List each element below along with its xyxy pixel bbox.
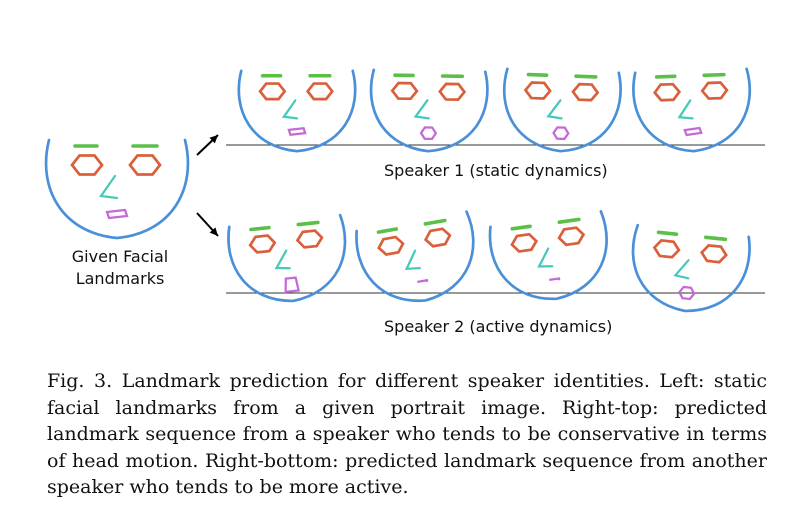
eyebrow-right [574, 74, 598, 79]
face-outline [488, 210, 608, 301]
face-outline [369, 68, 489, 153]
eye-right [305, 82, 334, 101]
given-label-line2: Landmarks [75, 269, 165, 288]
eye-left [390, 81, 419, 101]
eye-right [295, 229, 324, 249]
mouth [678, 285, 696, 301]
face-landmarks [369, 68, 489, 153]
mouth [417, 278, 429, 284]
speaker1-label: Speaker 1 (static dynamics) [384, 161, 608, 180]
nose [274, 249, 291, 270]
eyebrow-right [296, 220, 320, 227]
arrow-to-speaker1 [196, 134, 219, 156]
eye-right [438, 82, 467, 101]
eye-right [700, 243, 728, 264]
mouth [552, 126, 570, 141]
mouth [549, 277, 561, 282]
face-outline [502, 67, 622, 153]
eyebrow-left [376, 227, 399, 234]
eyebrow-right [557, 217, 581, 224]
eyebrow-left [656, 230, 679, 236]
eye-left [377, 235, 405, 256]
landmark-figure [44, 67, 765, 313]
eyebrow-right [703, 235, 728, 242]
eye-right [128, 154, 162, 176]
nose [677, 99, 694, 120]
eye-left [510, 232, 539, 253]
face-landmarks [631, 223, 751, 313]
figure-caption: Fig. 3. Landmark prediction for differen… [47, 370, 767, 498]
face-landmarks [227, 213, 347, 303]
nose [413, 99, 430, 120]
eyebrow-left [654, 74, 677, 79]
eye-left [70, 154, 104, 176]
nose [404, 249, 421, 271]
face-outline [632, 67, 752, 153]
eye-right [423, 227, 452, 248]
mouth [284, 276, 301, 294]
eye-left [258, 82, 287, 101]
mouth [105, 208, 129, 220]
face-outline [44, 138, 190, 240]
mouth [419, 126, 438, 141]
face-landmarks [237, 69, 357, 153]
face-outline [227, 213, 347, 303]
mouth [287, 127, 307, 137]
eyebrow-right [702, 72, 726, 78]
face-landmarks [355, 210, 475, 303]
eye-right [571, 82, 600, 102]
face-outline [631, 223, 751, 313]
eye-left [652, 239, 681, 259]
arrow-to-speaker2 [196, 212, 219, 237]
eyebrow-left [249, 225, 271, 232]
face-outline [237, 69, 357, 153]
nose [281, 99, 299, 120]
eye-right [700, 81, 729, 100]
face-outline [355, 210, 475, 303]
face-landmarks [44, 138, 190, 240]
nose [546, 99, 563, 120]
nose [99, 174, 119, 200]
eye-right [557, 226, 586, 247]
nose [673, 259, 690, 280]
eyebrow-right [423, 218, 447, 226]
eyebrow-left [510, 224, 532, 231]
nose [537, 247, 554, 268]
given-label-line1: Given Facial [71, 247, 169, 266]
mouth [683, 126, 703, 137]
face-landmarks [632, 67, 752, 153]
speaker2-label: Speaker 2 (active dynamics) [384, 317, 613, 336]
eyebrow-left [526, 72, 549, 78]
face-landmarks [502, 67, 622, 153]
face-landmarks [488, 210, 608, 301]
eye-left [248, 234, 277, 254]
eye-left [653, 82, 682, 102]
given-facial-landmarks-label: Given Facial Landmarks [50, 246, 190, 290]
eye-left [523, 81, 552, 100]
